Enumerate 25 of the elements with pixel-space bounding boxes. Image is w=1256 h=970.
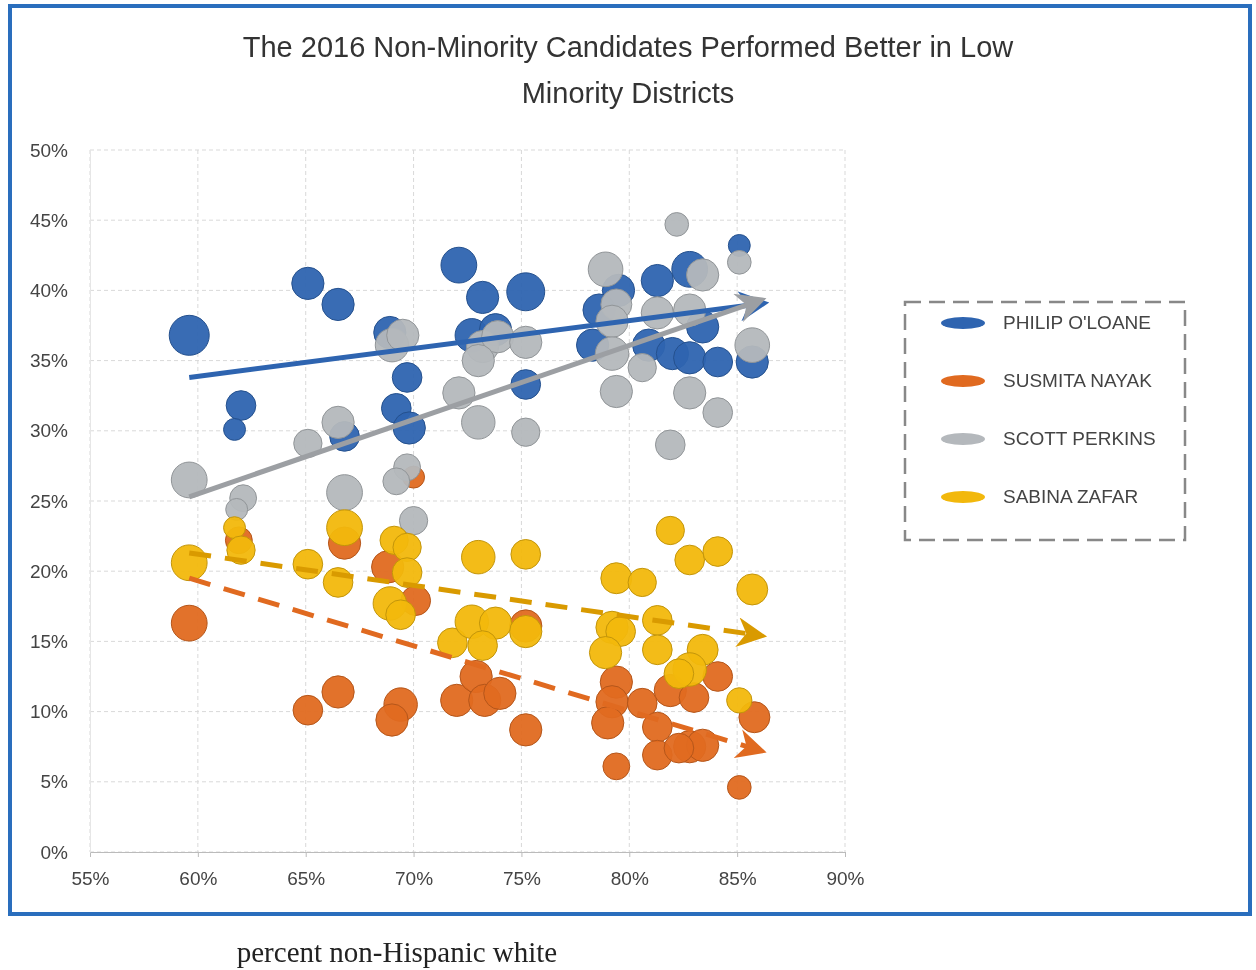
chart-title: The 2016 Non-Minority Candidates Performed Better in Low Minority Districts (242, 31, 1015, 109)
x-tick-label: 60% (179, 867, 218, 889)
y-tick-label: 45% (29, 209, 69, 231)
y-tick-label: 35% (29, 350, 69, 372)
x-tick-label: 55% (71, 867, 110, 889)
legend-label: SUSMITA NAYAK (1003, 370, 1153, 391)
y-tick-label: 50% (29, 139, 69, 161)
y-tick-label: 20% (29, 560, 69, 582)
legend-label: SCOTT PERKINS (1003, 428, 1156, 449)
x-tick-label: 75% (502, 867, 542, 889)
y-tick-label: 15% (29, 630, 69, 652)
y-tick-label: 10% (29, 701, 69, 723)
y-tick-label: 0% (40, 841, 69, 863)
y-tick-label: 40% (29, 279, 69, 301)
y-tick-label: 25% (29, 490, 69, 512)
x-tick-label: 70% (395, 867, 434, 889)
legend-label: PHILIP O'LOANE (1003, 312, 1151, 333)
x-tick-label: 85% (718, 867, 757, 889)
legend-label: SABINA ZAFAR (1003, 486, 1139, 507)
x-tick-label: 90% (826, 867, 865, 889)
y-tick-label: 5% (40, 771, 69, 793)
y-tick-label: 30% (29, 420, 69, 442)
x-axis-title: percent non-Hispanic white (236, 936, 558, 968)
x-tick-label: 80% (610, 867, 649, 889)
x-tick-label: 65% (287, 867, 326, 889)
